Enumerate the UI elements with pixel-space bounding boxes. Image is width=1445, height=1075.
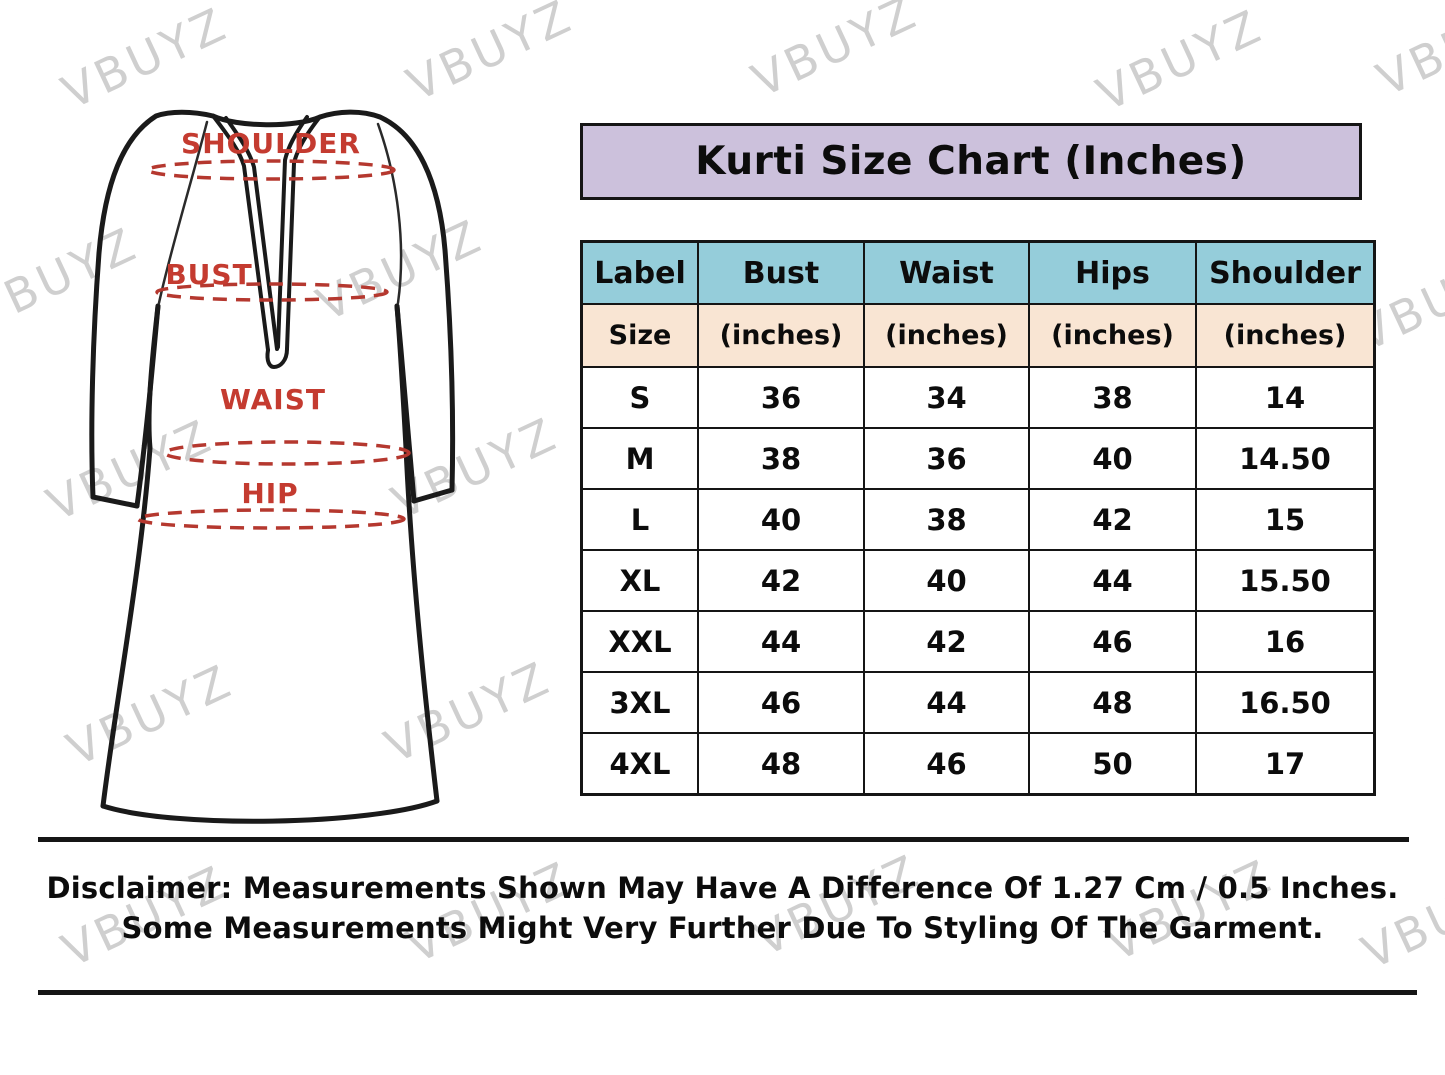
- shoulder-cell: 14: [1195, 366, 1376, 429]
- subheader-bust-inches: (inches): [697, 303, 865, 368]
- left-armhole-seam: [157, 120, 209, 305]
- size-cell: M: [580, 427, 699, 490]
- placket-left-inner: [224, 116, 279, 351]
- shoulder-cell: 16.50: [1195, 671, 1376, 734]
- hem: [100, 798, 440, 824]
- armhole-seams: [157, 120, 403, 305]
- hip-label: HIP: [241, 477, 298, 510]
- placket-right-outer: [285, 116, 321, 351]
- bust-cell: 48: [697, 732, 865, 796]
- kurti-measurement-diagram: SHOULDER BUST WAIST HIP: [89, 109, 456, 824]
- chart-title: Kurti Size Chart (Inches): [695, 139, 1247, 184]
- shoulder-measure-line: [146, 159, 396, 181]
- size-table: Label Bust Waist Hips Shoulder Size (inc…: [580, 240, 1376, 796]
- waist-measure-line: [163, 440, 411, 466]
- waist-cell: 44: [863, 671, 1030, 734]
- divider-line-top: [38, 837, 1409, 842]
- bust-label: BUST: [165, 258, 252, 291]
- waist-cell: 46: [863, 732, 1030, 796]
- waist-cell: 34: [863, 366, 1030, 429]
- size-cell: 3XL: [580, 671, 699, 734]
- bust-cell: 36: [697, 366, 865, 429]
- placket-left-outer: [212, 115, 270, 352]
- bust-cell: 42: [697, 549, 865, 612]
- neck-placket: [212, 115, 321, 370]
- placket-bottom: [265, 347, 289, 370]
- table-header-row: Label Bust Waist Hips Shoulder: [580, 240, 1376, 305]
- left-cuff: [90, 494, 140, 509]
- bust-cell: 38: [697, 427, 865, 490]
- divider-line-bottom: [38, 990, 1417, 995]
- waist-cell: 38: [863, 488, 1030, 551]
- table-row-xxl: XXL 44 42 46 16: [580, 610, 1376, 673]
- shoulder-label: SHOULDER: [181, 127, 361, 160]
- left-body-seam: [100, 303, 161, 809]
- disclaimer: Disclaimer: Measurements Shown May Have …: [0, 868, 1445, 948]
- subheader-waist-inches: (inches): [863, 303, 1030, 368]
- right-cuff: [411, 487, 455, 504]
- hips-cell: 42: [1028, 488, 1197, 551]
- bust-measure-line: [155, 282, 389, 302]
- table-row-m: M 38 36 40 14.50: [580, 427, 1376, 490]
- hip-measure-line: [136, 508, 406, 530]
- right-armhole-seam: [376, 122, 403, 305]
- shoulder-cell: 15: [1195, 488, 1376, 551]
- hips-cell: 50: [1028, 732, 1197, 796]
- hips-cell: 48: [1028, 671, 1197, 734]
- hips-cell: 38: [1028, 366, 1197, 429]
- header-hips: Hips: [1028, 240, 1197, 305]
- vbuyz-watermark: VBUYZ: [743, 0, 927, 108]
- shoulder-cell: 17: [1195, 732, 1376, 796]
- disclaimer-line-2: Some Measurements Might Very Further Due…: [121, 911, 1324, 945]
- hips-cell: 40: [1028, 427, 1197, 490]
- left-sleeve-outer: [89, 109, 216, 500]
- measure-lines: [136, 159, 411, 530]
- shoulder-cell: 15.50: [1195, 549, 1376, 612]
- chart-title-box: Kurti Size Chart (Inches): [580, 123, 1362, 200]
- size-cell: L: [580, 488, 699, 551]
- hips-cell: 44: [1028, 549, 1197, 612]
- size-cell: XXL: [580, 610, 699, 673]
- size-cell: 4XL: [580, 732, 699, 796]
- disclaimer-line-1: Disclaimer: Measurements Shown May Have …: [46, 871, 1399, 905]
- kurti-outline: [89, 109, 456, 824]
- table-row-4xl: 4XL 48 46 50 17: [580, 732, 1376, 796]
- shoulder-cell: 16: [1195, 610, 1376, 673]
- size-cell: XL: [580, 549, 699, 612]
- placket-right-inner: [276, 115, 309, 349]
- header-waist: Waist: [863, 240, 1030, 305]
- subheader-size: Size: [580, 303, 699, 368]
- vbuyz-watermark: VBUYZ: [1368, 0, 1445, 107]
- bust-cell: 40: [697, 488, 865, 551]
- vbuyz-watermark: VBUYZ: [1088, 0, 1272, 122]
- back-neckline: [210, 113, 323, 128]
- right-sleeve-inner: [394, 303, 417, 504]
- header-shoulder: Shoulder: [1195, 240, 1376, 305]
- header-label: Label: [580, 240, 699, 305]
- waist-label: WAIST: [220, 383, 326, 416]
- hips-cell: 46: [1028, 610, 1197, 673]
- table-row-s: S 36 34 38 14: [580, 366, 1376, 429]
- table-row-3xl: 3XL 46 44 48 16.50: [580, 671, 1376, 734]
- subheader-hips-inches: (inches): [1028, 303, 1197, 368]
- waist-cell: 42: [863, 610, 1030, 673]
- measure-labels: SHOULDER BUST WAIST HIP: [165, 127, 361, 510]
- shoulder-cell: 14.50: [1195, 427, 1376, 490]
- right-sleeve-outer: [317, 109, 456, 493]
- table-subheader-row: Size (inches) (inches) (inches) (inches): [580, 303, 1376, 368]
- table-row-l: L 40 38 42 15: [580, 488, 1376, 551]
- waist-cell: 40: [863, 549, 1030, 612]
- header-bust: Bust: [697, 240, 865, 305]
- size-cell: S: [580, 366, 699, 429]
- bust-cell: 44: [697, 610, 865, 673]
- waist-cell: 36: [863, 427, 1030, 490]
- bust-cell: 46: [697, 671, 865, 734]
- table-row-xl: XL 42 40 44 15.50: [580, 549, 1376, 612]
- subheader-shoulder-inches: (inches): [1195, 303, 1376, 368]
